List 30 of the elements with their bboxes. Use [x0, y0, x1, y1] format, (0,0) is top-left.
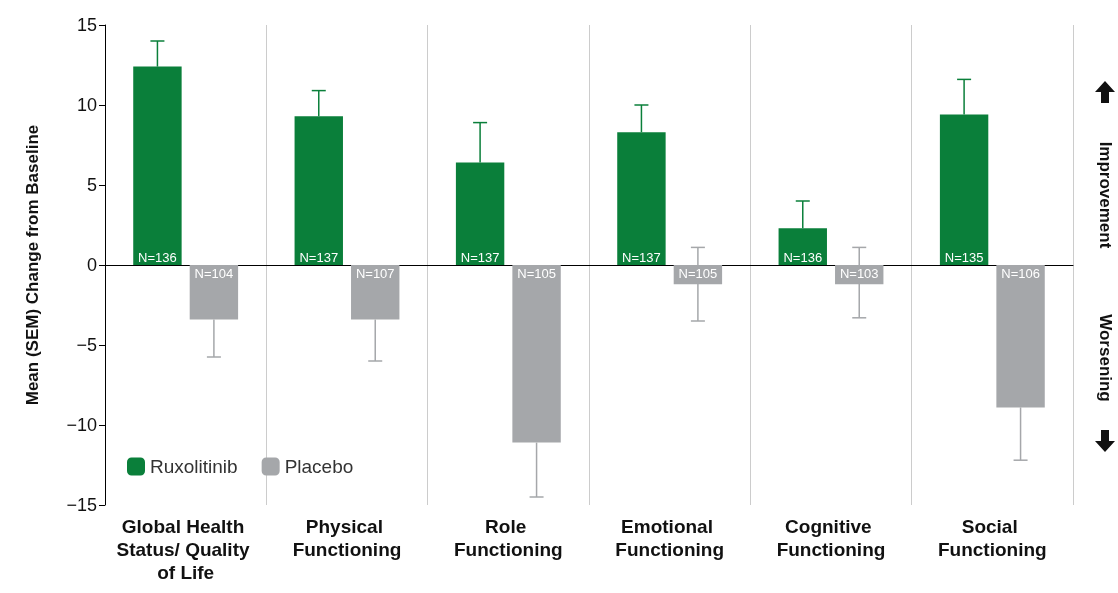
- y-tick-label: −15: [66, 495, 97, 515]
- annotation: N=137: [622, 249, 661, 265]
- y-tick-label: −5: [76, 335, 97, 355]
- y-axis-title: Mean (SEM) Change from Baseline: [23, 124, 42, 406]
- x-tick-label: Physical Functioning: [292, 516, 402, 560]
- x-tick-label: Role Functioning: [453, 516, 563, 560]
- annotation: N=135: [944, 249, 984, 265]
- annotation: N=136: [138, 249, 177, 265]
- y-tick-label: 10: [76, 95, 97, 115]
- annotation: N=105: [678, 265, 718, 281]
- annotation: N=106: [1001, 265, 1040, 281]
- annotation: N=136: [783, 249, 823, 265]
- y-tick-label: 15: [76, 15, 97, 35]
- x-tick-label: Social Functioning: [937, 516, 1047, 560]
- y-tick-label: 0: [86, 255, 97, 275]
- x-tick-label: Cognitive Functioning: [776, 516, 886, 560]
- annotation: N=105: [517, 265, 556, 281]
- text: Worsening: [1095, 314, 1115, 402]
- legend-label: Ruxolitinib: [150, 456, 238, 477]
- annotation: N=107: [355, 265, 395, 281]
- y-tick-label: 5: [86, 175, 97, 195]
- x-tick-label: Emotional Functioning: [615, 516, 725, 560]
- annotation: N=137: [299, 249, 339, 265]
- annotation: N=137: [460, 249, 500, 265]
- legend-label: Placebo: [284, 456, 354, 477]
- annotation: N=104: [194, 265, 234, 281]
- annotation: N=103: [839, 265, 879, 281]
- y-tick-label: −10: [66, 415, 97, 435]
- text: Improvement: [1095, 141, 1115, 249]
- x-tick-label: Global Health Status/ Quality of Life: [116, 516, 255, 583]
